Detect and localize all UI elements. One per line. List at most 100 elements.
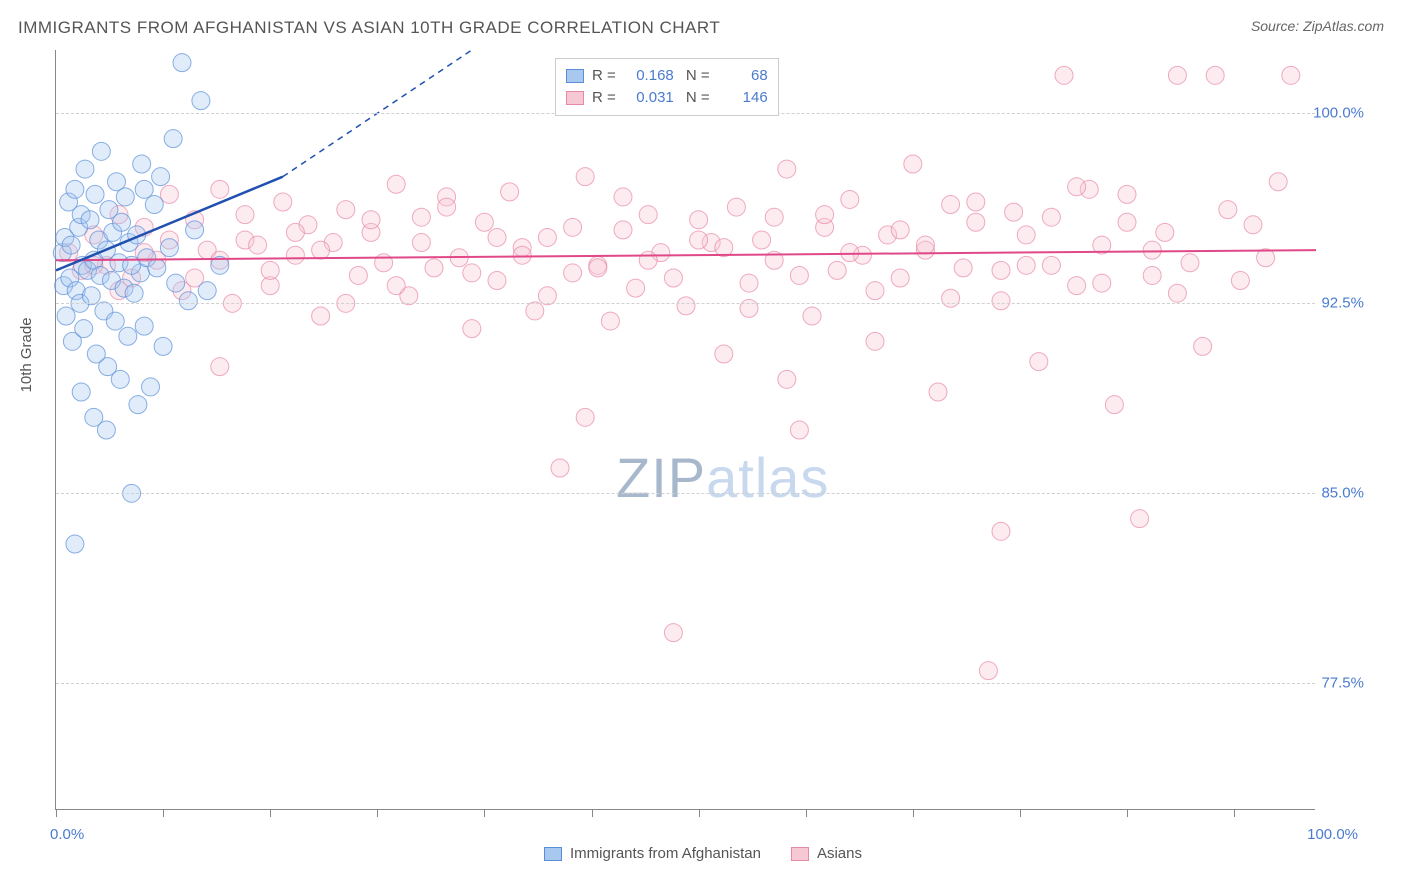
legend-bottom-label-2: Asians <box>817 845 862 862</box>
scatter-point <box>312 241 330 259</box>
scatter-point <box>904 155 922 173</box>
scatter-point <box>1143 241 1161 259</box>
legend-row-1: R = 0.168 N = 68 <box>566 65 768 87</box>
legend-row-2: R = 0.031 N = 146 <box>566 87 768 109</box>
scatter-point <box>891 221 909 239</box>
scatter-point <box>312 307 330 325</box>
x-tick <box>270 809 271 817</box>
x-tick <box>377 809 378 817</box>
scatter-point <box>81 211 99 229</box>
x-tick <box>699 809 700 817</box>
scatter-point <box>116 188 134 206</box>
x-axis-max-label: 100.0% <box>1307 826 1358 843</box>
legend-n-label-1: N = <box>682 65 710 87</box>
scatter-point <box>76 160 94 178</box>
scatter-point <box>1181 254 1199 272</box>
scatter-point <box>97 421 115 439</box>
scatter-point <box>803 307 821 325</box>
scatter-point <box>740 274 758 292</box>
scatter-point <box>1156 223 1174 241</box>
legend-item-1: Immigrants from Afghanistan <box>544 845 761 862</box>
scatter-point <box>1269 173 1287 191</box>
scatter-point <box>154 337 172 355</box>
scatter-point <box>727 198 745 216</box>
scatter-point <box>129 396 147 414</box>
y-tick-label: 85.0% <box>1321 485 1364 502</box>
scatter-point <box>765 208 783 226</box>
scatter-point <box>778 370 796 388</box>
x-tick <box>163 809 164 817</box>
scatter-point <box>387 175 405 193</box>
scatter-point <box>929 383 947 401</box>
scatter-point <box>1219 201 1237 219</box>
scatter-point <box>526 302 544 320</box>
scatter-point <box>841 244 859 262</box>
legend-r-value-2: 0.031 <box>624 87 674 109</box>
scatter-point <box>1231 272 1249 290</box>
scatter-point <box>92 142 110 160</box>
scatter-point <box>639 251 657 269</box>
scatter-point <box>387 277 405 295</box>
scatter-point <box>349 266 367 284</box>
scatter-point <box>639 206 657 224</box>
legend-swatch-1 <box>566 69 584 83</box>
scatter-point <box>167 274 185 292</box>
scatter-point <box>1105 396 1123 414</box>
scatter-point <box>198 282 216 300</box>
scatter-point <box>57 307 75 325</box>
y-tick-label: 100.0% <box>1313 105 1364 122</box>
scatter-point <box>142 378 160 396</box>
gridline-h <box>56 683 1315 684</box>
scatter-point <box>1017 226 1035 244</box>
scatter-point <box>463 320 481 338</box>
scatter-point <box>1093 274 1111 292</box>
scatter-point <box>113 213 131 231</box>
scatter-point <box>160 185 178 203</box>
correlation-legend: R = 0.168 N = 68 R = 0.031 N = 146 <box>555 58 779 116</box>
legend-n-value-1: 68 <box>718 65 768 87</box>
scatter-point <box>866 332 884 350</box>
x-tick <box>1127 809 1128 817</box>
scatter-point <box>677 297 695 315</box>
scatter-point <box>576 408 594 426</box>
scatter-point <box>828 261 846 279</box>
scatter-point <box>1055 66 1073 84</box>
x-tick <box>592 809 593 817</box>
legend-n-value-2: 146 <box>718 87 768 109</box>
x-tick <box>56 809 57 817</box>
scatter-point <box>66 180 84 198</box>
scatter-point <box>601 312 619 330</box>
scatter-point <box>967 213 985 231</box>
scatter-point <box>119 327 137 345</box>
scatter-point <box>211 180 229 198</box>
scatter-point <box>954 259 972 277</box>
x-tick <box>806 809 807 817</box>
scatter-point <box>1118 213 1136 231</box>
legend-r-label-2: R = <box>592 87 616 109</box>
scatter-point <box>1017 256 1035 274</box>
scatter-point <box>664 624 682 642</box>
scatter-point <box>463 264 481 282</box>
scatter-point <box>412 208 430 226</box>
series-legend: Immigrants from Afghanistan Asians <box>0 845 1406 862</box>
y-axis-title: 10th Grade <box>18 317 35 392</box>
scatter-point <box>740 299 758 317</box>
x-tick <box>484 809 485 817</box>
scatter-point <box>106 312 124 330</box>
scatter-point <box>916 236 934 254</box>
scatter-point <box>589 259 607 277</box>
scatter-point <box>412 234 430 252</box>
scatter-point <box>501 183 519 201</box>
scatter-point <box>179 292 197 310</box>
scatter-point <box>62 236 80 254</box>
scatter-point <box>362 211 380 229</box>
scatter-point <box>1118 185 1136 203</box>
y-tick-label: 77.5% <box>1321 675 1364 692</box>
legend-bottom-swatch-1 <box>544 847 562 861</box>
x-axis-min-label: 0.0% <box>50 826 84 843</box>
scatter-point <box>778 160 796 178</box>
scatter-point <box>513 246 531 264</box>
source-name: ZipAtlas.com <box>1303 18 1384 34</box>
scatter-point <box>992 261 1010 279</box>
scatter-point <box>1042 256 1060 274</box>
